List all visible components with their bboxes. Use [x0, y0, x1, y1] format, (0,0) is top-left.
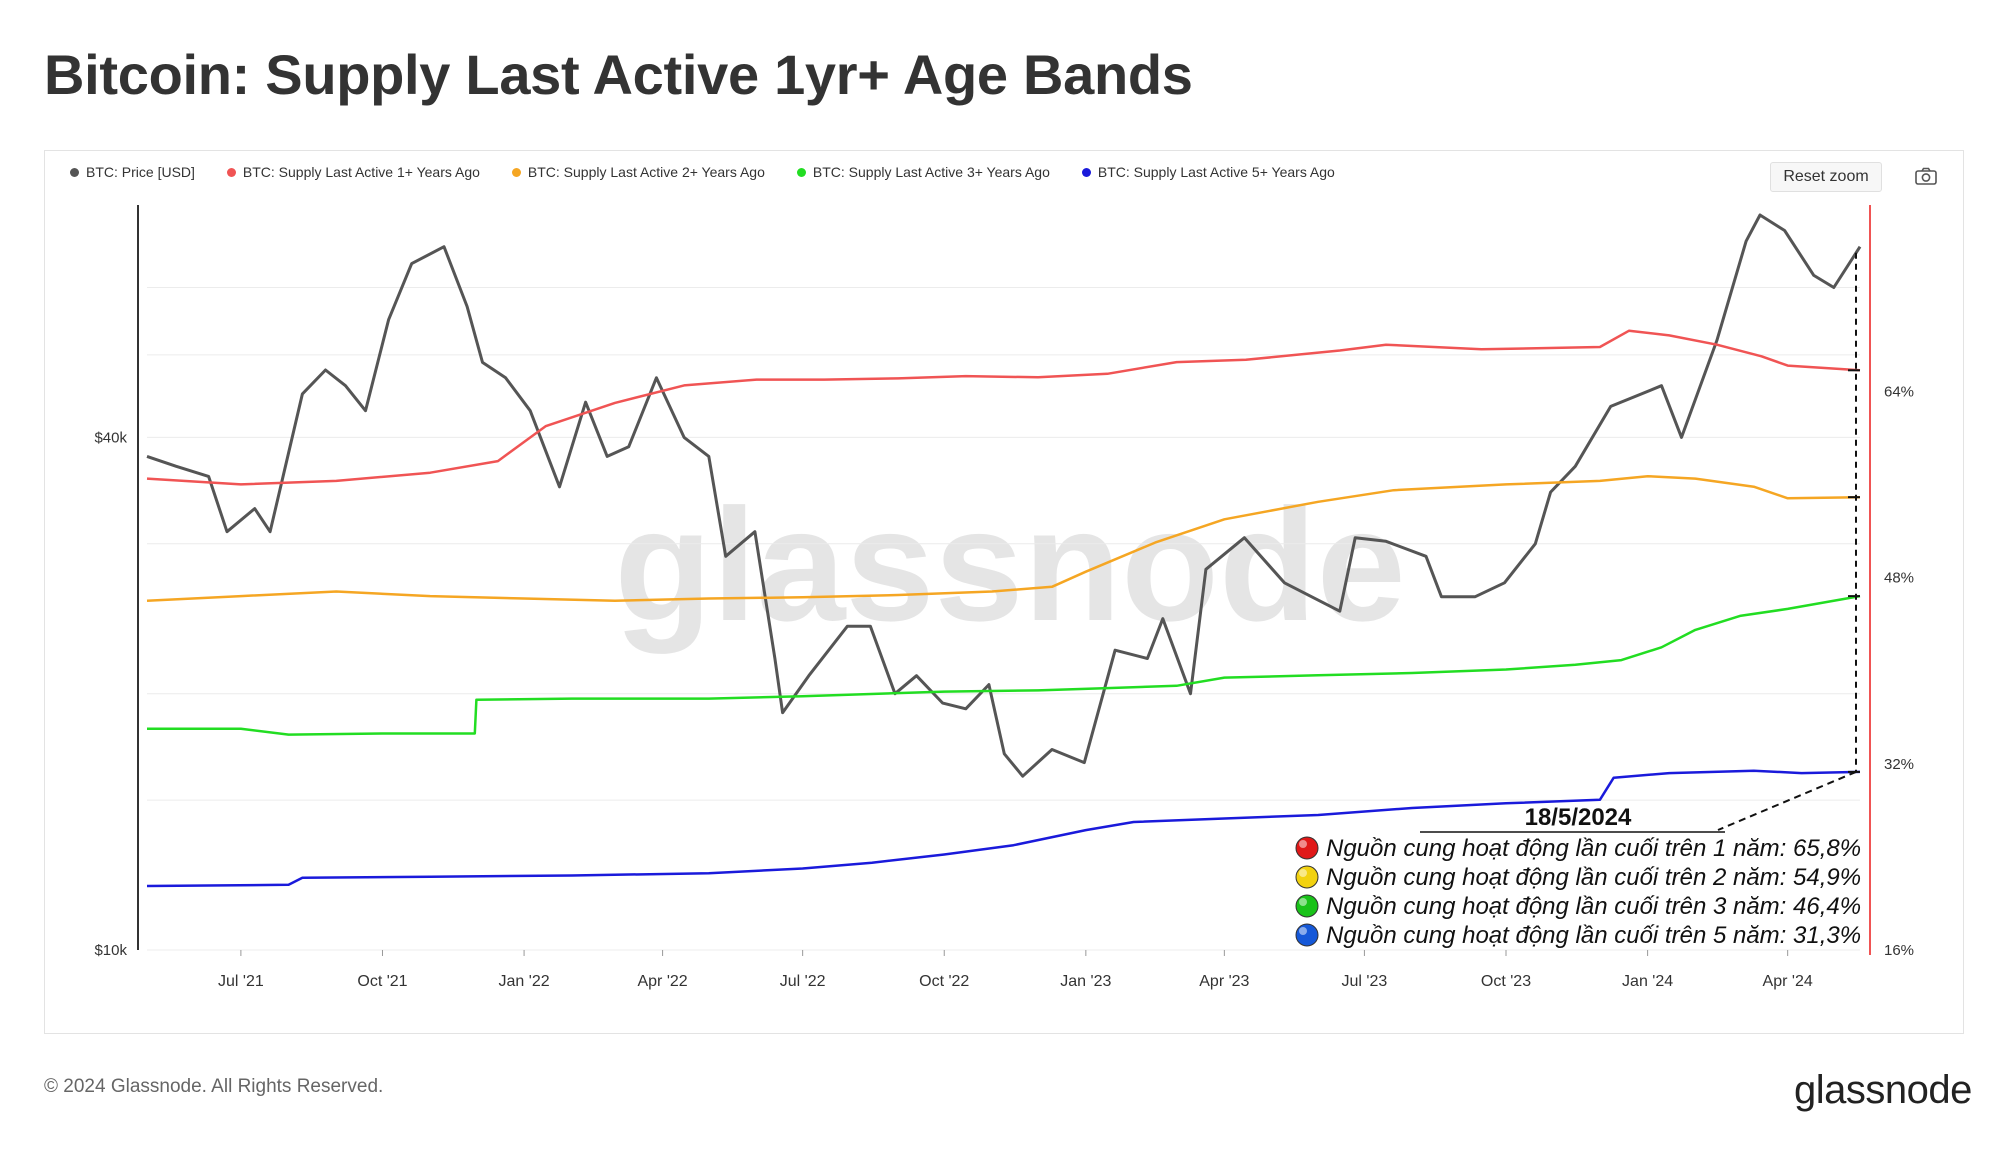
- footer-copyright: © 2024 Glassnode. All Rights Reserved.: [44, 1076, 384, 1097]
- footer-logo: glassnode: [1794, 1068, 1972, 1112]
- legend-item-price[interactable]: BTC: Price [USD]: [70, 164, 195, 180]
- legend-dot-1y: [226, 167, 236, 177]
- camera-icon[interactable]: [1915, 167, 1937, 185]
- chart-legend: BTC: Price [USD] BTC: Supply Last Active…: [70, 164, 1367, 180]
- legend-dot-3y: [796, 167, 806, 177]
- legend-label-3y: BTC: Supply Last Active 3+ Years Ago: [812, 164, 1050, 180]
- legend-item-1y[interactable]: BTC: Supply Last Active 1+ Years Ago: [226, 164, 480, 180]
- legend-item-5y[interactable]: BTC: Supply Last Active 5+ Years Ago: [1081, 164, 1335, 180]
- legend-dot-price: [70, 167, 79, 177]
- reset-zoom-button[interactable]: Reset zoom: [1770, 162, 1882, 192]
- legend-item-2y[interactable]: BTC: Supply Last Active 2+ Years Ago: [511, 164, 765, 180]
- legend-dot-5y: [1081, 167, 1091, 177]
- chart-container: [44, 150, 1964, 1034]
- legend-item-3y[interactable]: BTC: Supply Last Active 3+ Years Ago: [796, 164, 1050, 180]
- legend-label-5y: BTC: Supply Last Active 5+ Years Ago: [1097, 164, 1335, 180]
- legend-dot-2y: [511, 167, 521, 177]
- legend-label-price: BTC: Price [USD]: [86, 164, 195, 180]
- legend-label-2y: BTC: Supply Last Active 2+ Years Ago: [527, 164, 765, 180]
- page-title: Bitcoin: Supply Last Active 1yr+ Age Ban…: [44, 43, 1193, 106]
- legend-label-1y: BTC: Supply Last Active 1+ Years Ago: [242, 164, 480, 180]
